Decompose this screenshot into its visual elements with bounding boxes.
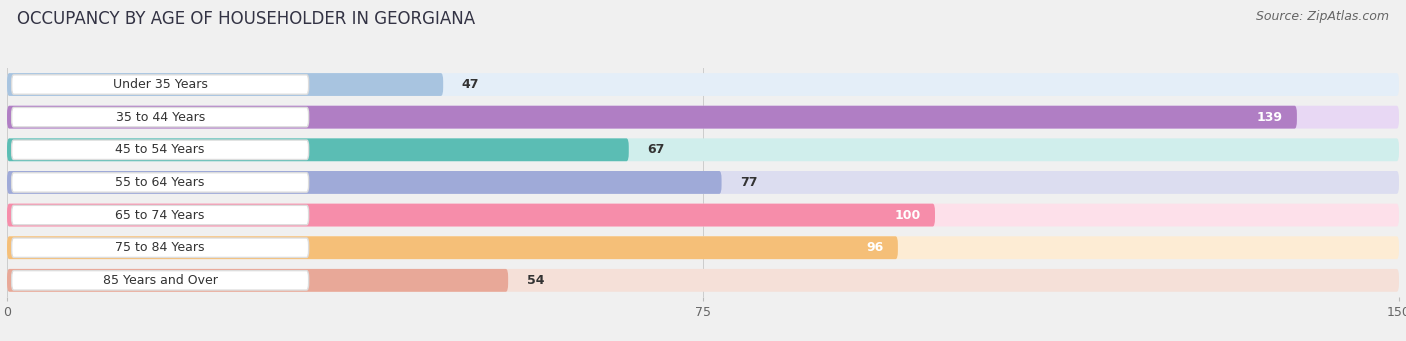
FancyBboxPatch shape xyxy=(7,138,1399,161)
FancyBboxPatch shape xyxy=(7,204,935,226)
Text: Source: ZipAtlas.com: Source: ZipAtlas.com xyxy=(1256,10,1389,23)
Text: 100: 100 xyxy=(894,209,921,222)
Text: 67: 67 xyxy=(647,143,665,156)
Text: 54: 54 xyxy=(527,274,544,287)
FancyBboxPatch shape xyxy=(7,73,1399,96)
Text: 139: 139 xyxy=(1257,111,1282,124)
FancyBboxPatch shape xyxy=(11,173,308,192)
FancyBboxPatch shape xyxy=(7,73,443,96)
FancyBboxPatch shape xyxy=(7,269,508,292)
Text: 96: 96 xyxy=(866,241,884,254)
FancyBboxPatch shape xyxy=(11,205,308,225)
FancyBboxPatch shape xyxy=(7,204,1399,226)
Text: 35 to 44 Years: 35 to 44 Years xyxy=(115,111,205,124)
FancyBboxPatch shape xyxy=(7,106,1296,129)
FancyBboxPatch shape xyxy=(11,271,308,290)
Text: 45 to 54 Years: 45 to 54 Years xyxy=(115,143,205,156)
FancyBboxPatch shape xyxy=(11,107,308,127)
Text: 65 to 74 Years: 65 to 74 Years xyxy=(115,209,205,222)
FancyBboxPatch shape xyxy=(7,236,1399,259)
Text: 55 to 64 Years: 55 to 64 Years xyxy=(115,176,205,189)
Text: 85 Years and Over: 85 Years and Over xyxy=(103,274,218,287)
FancyBboxPatch shape xyxy=(7,269,1399,292)
FancyBboxPatch shape xyxy=(11,75,308,94)
Text: OCCUPANCY BY AGE OF HOUSEHOLDER IN GEORGIANA: OCCUPANCY BY AGE OF HOUSEHOLDER IN GEORG… xyxy=(17,10,475,28)
FancyBboxPatch shape xyxy=(7,171,721,194)
Text: 47: 47 xyxy=(461,78,479,91)
FancyBboxPatch shape xyxy=(7,106,1399,129)
Text: 75 to 84 Years: 75 to 84 Years xyxy=(115,241,205,254)
FancyBboxPatch shape xyxy=(11,140,308,160)
Text: 77: 77 xyxy=(740,176,758,189)
FancyBboxPatch shape xyxy=(7,171,1399,194)
FancyBboxPatch shape xyxy=(11,238,308,257)
Text: Under 35 Years: Under 35 Years xyxy=(112,78,208,91)
FancyBboxPatch shape xyxy=(7,138,628,161)
FancyBboxPatch shape xyxy=(7,236,898,259)
